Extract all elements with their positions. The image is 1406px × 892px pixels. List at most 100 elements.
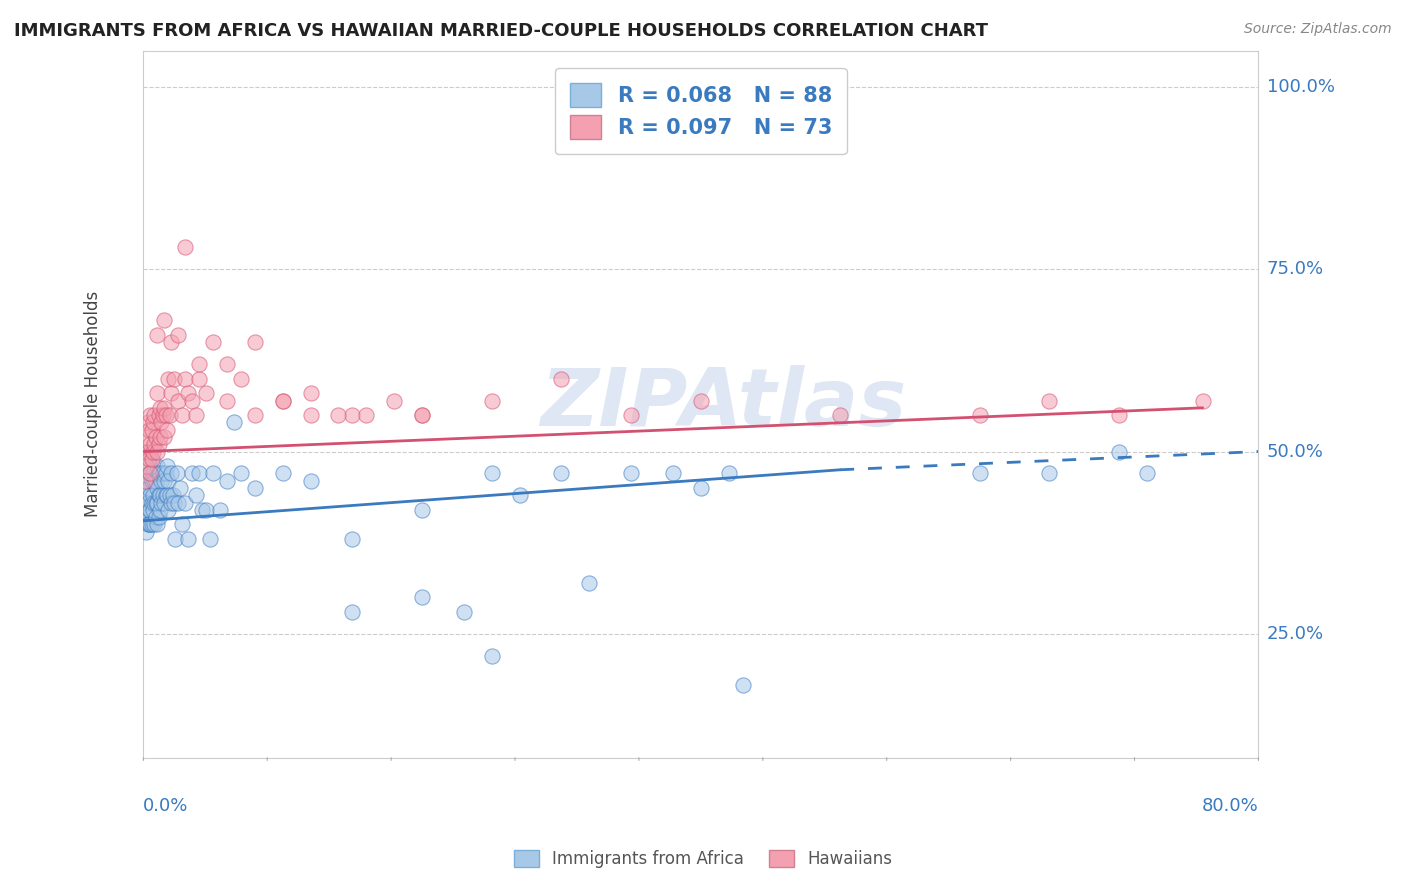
Point	[157, 372, 180, 386]
Point	[143, 495, 166, 509]
Point	[165, 532, 187, 546]
Point	[135, 510, 157, 524]
Point	[188, 357, 211, 371]
Point	[139, 444, 162, 458]
Point	[153, 313, 176, 327]
Point	[145, 430, 167, 444]
Point	[481, 648, 503, 663]
Point	[181, 467, 204, 481]
Point	[136, 495, 159, 509]
Point	[139, 467, 162, 481]
Point	[146, 444, 169, 458]
Point	[146, 459, 169, 474]
Point	[139, 488, 162, 502]
Point	[153, 495, 176, 509]
Point	[1136, 467, 1159, 481]
Text: Source: ZipAtlas.com: Source: ZipAtlas.com	[1244, 22, 1392, 37]
Point	[141, 474, 163, 488]
Point	[453, 605, 475, 619]
Point	[169, 481, 191, 495]
Point	[134, 510, 156, 524]
Point	[299, 474, 322, 488]
Point	[142, 416, 165, 430]
Point	[188, 467, 211, 481]
Point	[177, 386, 200, 401]
Point	[157, 474, 180, 488]
Text: 75.0%: 75.0%	[1267, 260, 1324, 278]
Point	[1038, 467, 1060, 481]
Point	[146, 517, 169, 532]
Point	[160, 335, 183, 350]
Point	[356, 408, 378, 422]
Point	[143, 517, 166, 532]
Point	[188, 372, 211, 386]
Text: ZIPAtlas: ZIPAtlas	[540, 365, 907, 443]
Point	[215, 357, 238, 371]
Legend: Immigrants from Africa, Hawaiians: Immigrants from Africa, Hawaiians	[508, 843, 898, 875]
Point	[215, 474, 238, 488]
Point	[172, 517, 194, 532]
Point	[136, 459, 159, 474]
Point	[145, 474, 167, 488]
Point	[200, 532, 222, 546]
Point	[342, 532, 364, 546]
Point	[141, 495, 163, 509]
Point	[299, 408, 322, 422]
Point	[195, 386, 218, 401]
Point	[186, 408, 208, 422]
Point	[174, 372, 197, 386]
Text: 0.0%: 0.0%	[143, 797, 188, 814]
Point	[134, 495, 156, 509]
Point	[139, 408, 162, 422]
Point	[172, 408, 194, 422]
Point	[620, 467, 643, 481]
Point	[142, 503, 165, 517]
Text: 100.0%: 100.0%	[1267, 78, 1334, 96]
Point	[969, 467, 991, 481]
Point	[342, 408, 364, 422]
Point	[411, 408, 433, 422]
Text: 25.0%: 25.0%	[1267, 624, 1324, 643]
Point	[481, 467, 503, 481]
Point	[142, 488, 165, 502]
Point	[138, 503, 160, 517]
Point	[159, 408, 181, 422]
Point	[149, 401, 172, 415]
Point	[222, 416, 245, 430]
Point	[141, 451, 163, 466]
Point	[160, 495, 183, 509]
Point	[152, 467, 174, 481]
Legend: R = 0.068   N = 88, R = 0.097   N = 73: R = 0.068 N = 88, R = 0.097 N = 73	[555, 68, 846, 153]
Point	[136, 444, 159, 458]
Point	[138, 423, 160, 437]
Point	[202, 335, 225, 350]
Point	[163, 372, 186, 386]
Point	[509, 488, 531, 502]
Point	[136, 481, 159, 495]
Point	[328, 408, 350, 422]
Point	[141, 517, 163, 532]
Point	[146, 495, 169, 509]
Text: 80.0%: 80.0%	[1202, 797, 1258, 814]
Point	[243, 335, 266, 350]
Point	[135, 495, 157, 509]
Point	[148, 437, 170, 451]
Point	[142, 467, 165, 481]
Point	[136, 416, 159, 430]
Point	[135, 524, 157, 539]
Point	[160, 386, 183, 401]
Point	[138, 481, 160, 495]
Point	[578, 575, 600, 590]
Point	[271, 467, 294, 481]
Point	[150, 416, 173, 430]
Point	[134, 444, 156, 458]
Point	[135, 430, 157, 444]
Point	[152, 488, 174, 502]
Point	[141, 423, 163, 437]
Point	[215, 393, 238, 408]
Point	[134, 474, 156, 488]
Point	[156, 423, 179, 437]
Point	[167, 495, 190, 509]
Point	[146, 481, 169, 495]
Point	[139, 503, 162, 517]
